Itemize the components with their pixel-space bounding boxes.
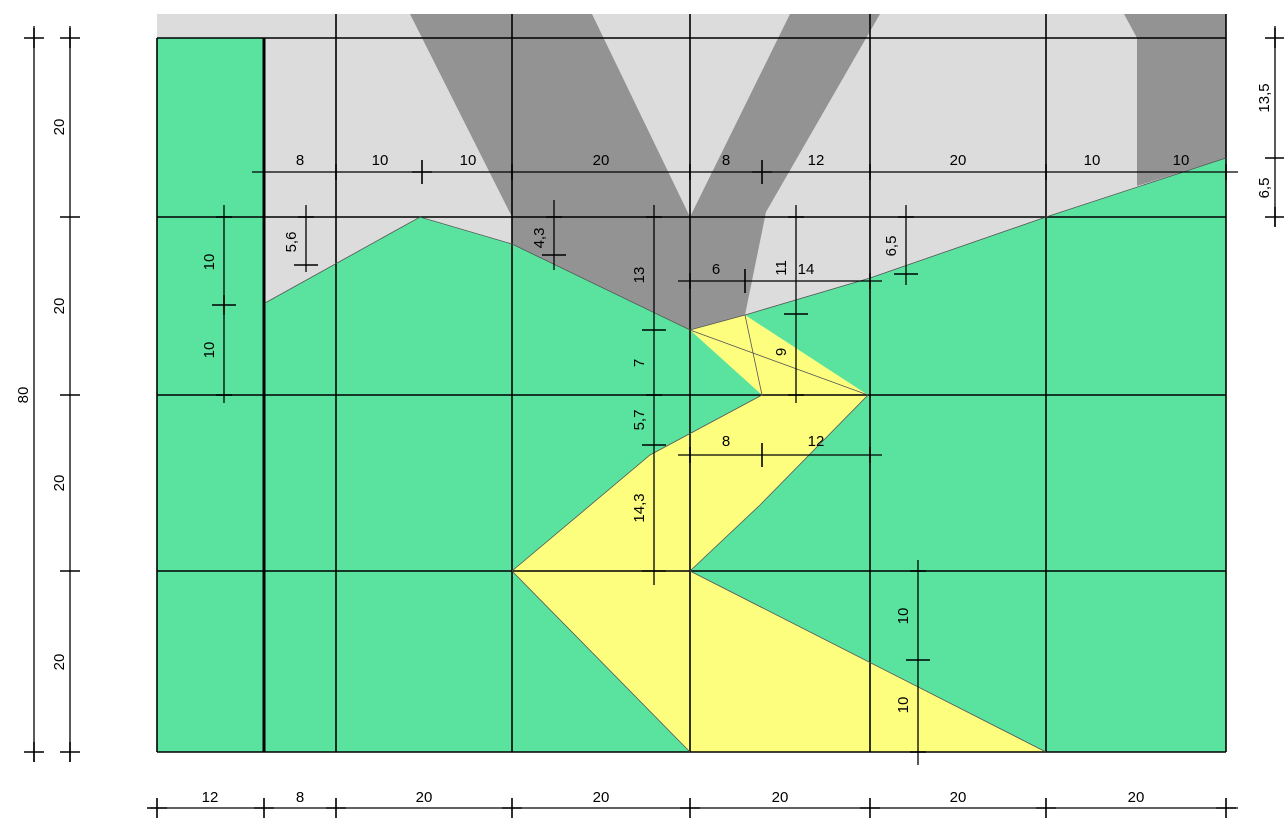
dim-bottom-5: 20	[772, 789, 789, 806]
grid-lines	[156, 14, 1227, 753]
dim-12: 12	[808, 433, 825, 450]
dim-7: 7	[631, 359, 648, 367]
dim-top-8: 10	[1084, 152, 1101, 169]
dim-5-6: 5,6	[283, 232, 300, 253]
dim-top-2: 10	[372, 152, 389, 169]
dim-top-9: 10	[1173, 152, 1190, 169]
dim-bottom-3: 20	[416, 789, 433, 806]
dim-top-1: 8	[296, 152, 304, 169]
dim-bottom-1: 12	[202, 789, 219, 806]
fills	[157, 14, 1226, 752]
dim-9: 9	[773, 348, 790, 356]
dim-bottom-4: 20	[593, 789, 610, 806]
dimension-ticks	[24, 28, 1284, 818]
dim-top-6: 12	[808, 152, 825, 169]
dim-left-outer: 80	[15, 387, 32, 404]
dim-13: 13	[631, 267, 648, 284]
dim-6: 6	[712, 261, 720, 278]
dim-8: 8	[722, 433, 730, 450]
yellow-zigzag	[512, 315, 1046, 752]
dark-gray-rect-right	[1124, 14, 1226, 186]
dim-bottom-2: 8	[296, 789, 304, 806]
dim-5-7: 5,7	[631, 410, 648, 431]
dim-10-lower: 10	[895, 697, 912, 714]
dim-top-3: 10	[460, 152, 477, 169]
dim-left-inner-4: 20	[51, 654, 68, 671]
dim-right-1: 13,5	[1256, 83, 1273, 112]
dim-right-2: 6,5	[1256, 178, 1273, 199]
dim-left-inner-1: 20	[51, 119, 68, 136]
dim-bottom-6: 20	[950, 789, 967, 806]
dim-top-5: 8	[722, 152, 730, 169]
dim-4-3: 4,3	[531, 228, 548, 249]
dim-6-5: 6,5	[883, 236, 900, 257]
dim-left-inner-3: 20	[51, 475, 68, 492]
dim-bottom-7: 20	[1128, 789, 1145, 806]
dim-11: 11	[773, 260, 790, 276]
dim-10-upper: 10	[895, 608, 912, 625]
dim-top-4: 20	[593, 152, 610, 169]
dim-left-inner-2: 20	[51, 298, 68, 315]
dim-14: 14	[798, 261, 815, 278]
dim-14-3: 14,3	[631, 493, 648, 522]
dim-col1-upper: 10	[201, 254, 218, 271]
dim-col1-lower: 10	[201, 342, 218, 359]
dimension-labels: 12 8 20 20 20 20 20 80 20 20 20 20 13,5 …	[15, 83, 1273, 806]
dim-top-7: 20	[950, 152, 967, 169]
